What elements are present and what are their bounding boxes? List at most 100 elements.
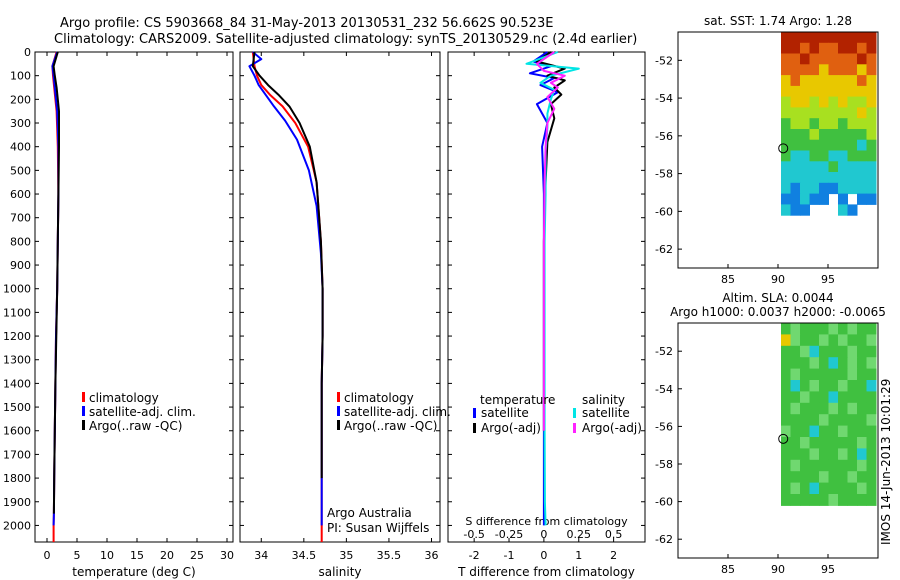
heat-cell (847, 42, 858, 55)
heat-cell (866, 494, 877, 506)
heat-cell (800, 204, 810, 216)
x-tick-label: 30 (220, 549, 234, 562)
heat-cell (809, 193, 820, 205)
heat-cell (809, 161, 820, 173)
heat-cell (838, 182, 848, 195)
map-y-tick-label: -62 (655, 533, 673, 546)
heat-cell (847, 172, 858, 184)
heat-cell (828, 96, 839, 108)
heat-cell (838, 139, 848, 151)
heat-cell (838, 414, 848, 427)
heat-cell (800, 391, 810, 404)
heat-cell (838, 118, 848, 130)
heat-cell (838, 459, 848, 472)
heat-cell (790, 161, 801, 173)
heat-cell (800, 53, 810, 65)
heat-cell (857, 391, 867, 404)
heat-cell (790, 334, 801, 347)
x-tick-label: 34.5 (292, 549, 317, 562)
x-tick-label: 5 (74, 549, 81, 562)
heat-cell (847, 402, 858, 415)
x-tick-label: 0 (44, 549, 51, 562)
heat-cell (781, 494, 791, 506)
heat-cell (828, 345, 839, 358)
heat-cell (828, 161, 839, 173)
heat-cell (790, 345, 801, 358)
map-x-tick-label: 95 (821, 273, 835, 286)
heat-cell (781, 75, 791, 87)
heat-cell (866, 334, 877, 347)
heat-cell (838, 75, 848, 87)
heat-cell (790, 75, 801, 87)
heat-cell (819, 323, 829, 335)
heat-cell (790, 129, 801, 141)
legend-temperature-title: temperature (480, 393, 555, 407)
heat-cell (809, 75, 820, 87)
heat-cell (819, 42, 829, 55)
heat-cell (781, 193, 791, 205)
heat-cell (781, 85, 791, 98)
heat-cell (819, 494, 829, 506)
heat-cell (828, 482, 839, 495)
heat-cell (828, 139, 839, 151)
heat-cell (857, 437, 867, 449)
heat-cell (790, 459, 801, 472)
heat-cell (809, 482, 820, 495)
title-line-1: Argo profile: CS 5903668_84 31-May-2013 … (60, 16, 553, 31)
heat-cell (838, 334, 848, 347)
heat-cell (838, 129, 848, 141)
heat-cell (847, 368, 858, 381)
heat-cell (847, 96, 858, 108)
heat-cell (781, 334, 791, 347)
heat-cell (790, 85, 801, 98)
heat-cell (866, 437, 877, 449)
legend-label: satellite (582, 406, 630, 420)
heat-cell (781, 323, 791, 335)
x-tick-label: 20 (160, 549, 174, 562)
heat-cell (857, 107, 867, 119)
heat-cell (790, 494, 801, 506)
heat-cell (847, 414, 858, 427)
heat-cell (847, 323, 858, 335)
heat-cell (828, 129, 839, 141)
y-tick-label: 1600 (3, 425, 31, 438)
heat-cell (857, 471, 867, 484)
y-tick-label: 1900 (3, 496, 31, 509)
map-y-tick-label: -54 (655, 92, 673, 105)
heat-cell (819, 448, 829, 461)
heat-cell (866, 53, 877, 65)
heat-cell (857, 161, 867, 173)
heat-cell (819, 118, 829, 130)
heat-cell (800, 482, 810, 495)
heat-cell (838, 471, 848, 484)
heat-cell (781, 380, 791, 392)
heat-cell (828, 368, 839, 381)
heat-cell (838, 64, 848, 76)
heat-cell (838, 357, 848, 370)
heat-cell (838, 494, 848, 506)
panel-salinity: 34 34.5 35 35.5 36 salinity climatologysatelli… (239, 51, 451, 579)
heat-cell (819, 182, 829, 195)
heat-cell (828, 414, 839, 427)
heat-cell (809, 448, 820, 461)
heat-cell (866, 391, 877, 404)
heat-cell (838, 482, 848, 495)
heat-cell (847, 85, 858, 98)
panel-difference: -2 -1 0 1 2 T difference from climatology -0.5… (447, 51, 646, 579)
heat-cell (781, 345, 791, 358)
heat-cell (790, 204, 801, 216)
heat-cell (809, 85, 820, 98)
heat-cell (838, 42, 848, 55)
heat-cell (828, 437, 839, 449)
salinity-diff-tick-label: 0 (540, 528, 547, 541)
heat-cell (828, 172, 839, 184)
heat-cell (828, 53, 839, 65)
heat-cell (819, 345, 829, 358)
heat-cell (857, 32, 867, 44)
heat-cell (838, 402, 848, 415)
heat-cell (781, 414, 791, 427)
heat-cell (847, 129, 858, 141)
heat-cell (800, 437, 810, 449)
x-tick-label: 36 (424, 549, 438, 562)
heat-cell (809, 172, 820, 184)
